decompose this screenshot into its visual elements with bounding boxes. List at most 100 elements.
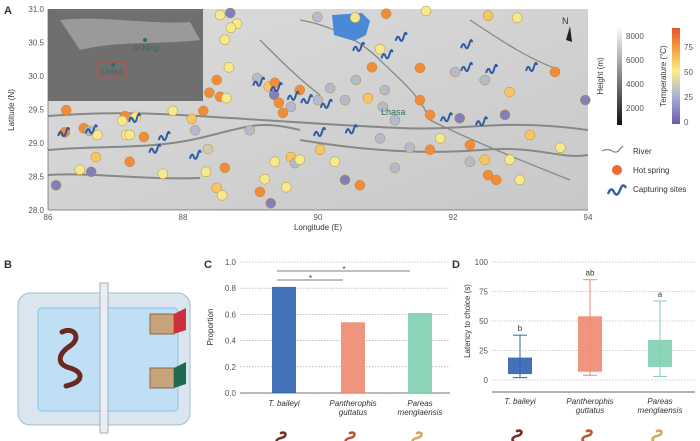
hot-spring-point <box>389 162 401 174</box>
hot-spring-point <box>490 174 502 186</box>
capturing-site-icon <box>269 81 283 93</box>
hot-spring-point <box>167 105 179 117</box>
significance-star: * <box>309 274 312 283</box>
hot-spring-point <box>50 179 62 191</box>
capturing-site-icon <box>313 126 326 138</box>
hot-spring-point <box>511 12 523 23</box>
city-label-lhasa: Lhasa <box>381 107 406 117</box>
capturing-site-icon <box>439 112 453 123</box>
map-y-tick: 28.5 <box>28 173 44 182</box>
hot-spring-point <box>211 74 222 86</box>
category-label: T. baileyi <box>504 397 536 406</box>
category-label: Pareas <box>647 397 672 406</box>
category-label: guttatus <box>339 408 367 417</box>
map-x-label: Longitude (E) <box>294 223 342 232</box>
hot-spring-point <box>117 115 128 127</box>
hot-spring-point <box>186 113 198 125</box>
hot-spring-point <box>449 66 461 78</box>
map-x-tick: 92 <box>449 213 458 222</box>
hot-spring-point <box>312 94 324 106</box>
inset-city-xining: Xi Ning <box>133 44 159 53</box>
hot-spring-point <box>324 82 336 94</box>
c-y-tick: 0.6 <box>225 310 237 319</box>
hot-spring-point <box>294 154 306 165</box>
height-tick: 8000 <box>626 32 644 41</box>
hot-spring-point <box>414 62 426 74</box>
rivers <box>47 19 589 181</box>
snake-icon <box>651 429 663 441</box>
hot-spring-point <box>219 34 231 46</box>
inset-plateau <box>60 18 200 50</box>
temperature-colorbar <box>672 28 680 124</box>
hot-spring-point <box>204 87 215 98</box>
hot-spring-point <box>216 190 228 201</box>
map-x-tick: 88 <box>179 213 188 222</box>
map-x-tick: 90 <box>314 213 323 222</box>
snake-icon <box>581 429 593 441</box>
height-tick: 4000 <box>626 80 644 89</box>
hot-spring-point <box>366 62 378 73</box>
hot-spring-point <box>312 11 323 23</box>
box <box>508 357 532 375</box>
map-y-tick: 30.0 <box>28 72 44 81</box>
odor-box-bottom <box>149 367 175 389</box>
hot-spring-point <box>244 125 256 136</box>
map-y-tick: 31.0 <box>28 5 44 14</box>
north-label: N <box>562 16 569 26</box>
red-stimulus <box>174 308 186 334</box>
hot-spring-point <box>454 112 465 124</box>
hot-spring-point <box>254 186 266 198</box>
hot-spring-point <box>377 101 389 113</box>
arena-divider <box>99 282 109 434</box>
hot-spring-point <box>434 133 446 144</box>
snake-icon <box>411 431 423 441</box>
category-label: Pareas <box>407 399 432 408</box>
bar <box>272 286 296 393</box>
hot-spring-point <box>354 179 366 191</box>
category-label: guttatus <box>576 406 604 415</box>
category-label: Pantherophis <box>329 399 376 408</box>
temperature-legend-title: Temperature (°C) <box>659 45 668 107</box>
snake-icon <box>57 328 83 389</box>
green-stimulus <box>174 362 186 388</box>
hot-spring-point <box>379 84 391 96</box>
c-y-tick: 0.4 <box>225 337 237 346</box>
hot-spring-point <box>499 109 511 121</box>
d-y-tick: 50 <box>479 317 488 326</box>
hot-spring-point <box>138 131 150 143</box>
capturing-site-icon <box>286 90 300 101</box>
box <box>578 316 602 372</box>
hot-spring-point <box>482 10 494 21</box>
panel-label-a: A <box>4 5 12 17</box>
capturing-site-icon <box>524 61 538 73</box>
hot-spring-point <box>225 7 236 19</box>
bar <box>408 313 432 393</box>
hot-spring-point <box>157 168 168 180</box>
hot-spring-point <box>90 151 102 163</box>
c-y-label: Proportion <box>206 309 215 346</box>
hot-spring-point <box>339 174 351 186</box>
temperature-tick: 75 <box>684 43 693 52</box>
hot-spring-point <box>124 129 135 141</box>
hot-spring-point <box>124 156 135 168</box>
hot-spring-point <box>269 156 281 168</box>
legend-hot-spring: Hot spring <box>633 166 669 175</box>
hot-spring-point <box>285 101 297 113</box>
hot-spring-point <box>524 129 536 141</box>
legend-river: River <box>633 147 652 156</box>
hot-spring-point <box>374 43 386 55</box>
capturing-site-icon <box>380 49 394 60</box>
hot-spring-point <box>329 156 341 168</box>
capturing-site-icon <box>57 126 71 138</box>
c-y-tick: 0.0 <box>225 389 237 398</box>
capturing-site-icon <box>300 94 314 105</box>
capturing-site-icon <box>394 31 408 42</box>
hot-spring-point <box>424 144 436 155</box>
map-x-tick: 86 <box>44 213 53 222</box>
c-y-tick: 1.0 <box>225 258 237 267</box>
map-y-label: Latitude (N) <box>7 89 16 131</box>
hot-spring-point <box>314 144 326 155</box>
hot-spring-point <box>211 182 222 194</box>
